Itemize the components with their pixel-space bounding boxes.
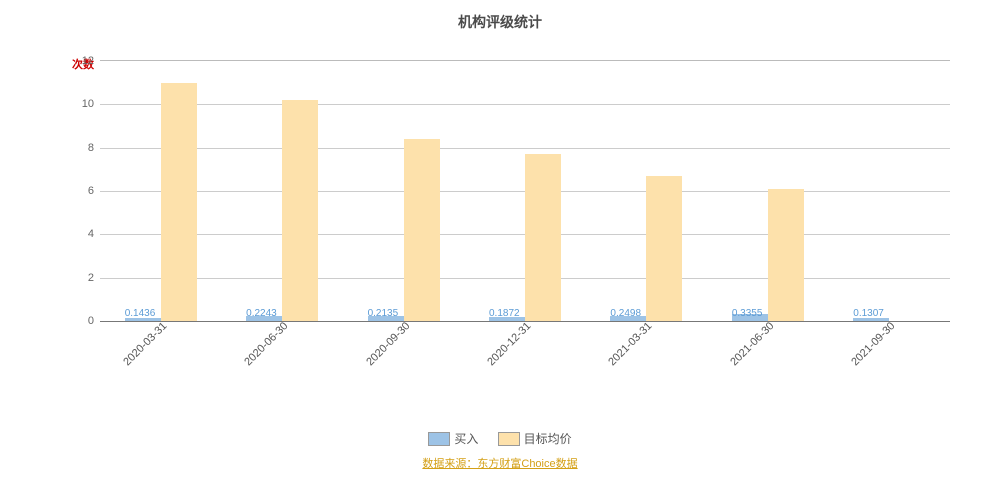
chart-title: 机构评级统计 [0,0,1000,32]
x-tick-label: 2021-06-30 [728,320,776,368]
bar-group: 0.1436 [125,83,197,321]
bar [525,154,561,321]
bar-group: 0.1872 [489,154,561,321]
value-label: 0.2243 [246,308,277,319]
footer-source: 数据来源：东方财富Choice数据 [0,455,1000,471]
bar [282,100,318,321]
x-tick-label: 2020-06-30 [242,320,290,368]
x-tick-label: 2021-03-31 [607,320,655,368]
legend-label-1: 买入 [454,430,478,447]
bar [161,83,197,321]
bar [768,189,804,321]
legend-swatch-2 [498,432,520,446]
x-tick-label: 2021-09-30 [849,320,897,368]
value-label: 0.1872 [489,308,520,319]
legend: 买入 目标均价 [0,430,1000,449]
plot-area: 0246810120.14360.22430.21350.18720.24980… [100,60,950,322]
value-label: 0.2135 [368,308,399,319]
legend-swatch-1 [428,432,450,446]
x-tick-label: 2020-03-31 [121,320,169,368]
value-label: 0.2498 [610,308,641,319]
bar-group: 0.3355 [732,189,804,321]
legend-item-series-1: 买入 [428,430,478,447]
value-label: 0.1436 [125,308,156,319]
y-tick-label: 8 [88,142,94,154]
y-tick-label: 6 [88,185,94,197]
y-tick-label: 0 [88,315,94,327]
y-tick-label: 2 [88,272,94,284]
bar-group: 0.2135 [368,139,440,321]
legend-item-series-2: 目标均价 [498,430,572,447]
bar [404,139,440,321]
x-tick-label: 2020-09-30 [364,320,412,368]
y-tick-label: 4 [88,228,94,240]
bar-group: 0.2498 [610,176,682,321]
value-label: 0.1307 [853,308,884,319]
footer-source-text: 数据来源：东方财富Choice数据 [422,458,577,470]
legend-label-2: 目标均价 [524,430,572,447]
bar [646,176,682,321]
x-tick-label: 2020-12-31 [485,320,533,368]
gridline [100,148,950,149]
bar-group: 0.2243 [246,100,318,321]
y-tick-label: 12 [82,55,94,67]
gridline [100,104,950,105]
y-tick-label: 10 [82,98,94,110]
value-label: 0.3355 [732,308,763,319]
